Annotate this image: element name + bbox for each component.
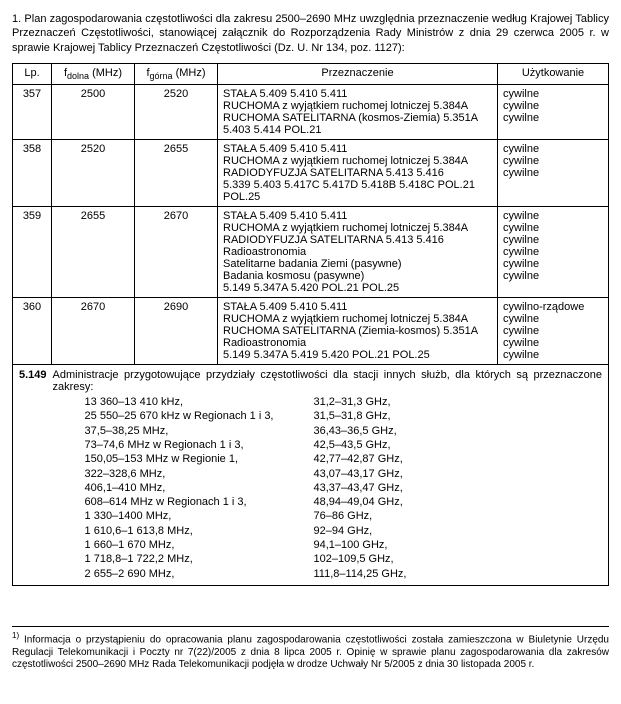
freq-item: 37,5–38,25 MHz, [85, 424, 274, 438]
footnote: 1) Informacja o przystąpieniu do opracow… [12, 626, 609, 672]
freq-item: 43,37–43,47 GHz, [314, 481, 407, 495]
freq-item: 13 360–13 410 kHz, [85, 395, 274, 409]
freq-item: 42,77–42,87 GHz, [314, 452, 407, 466]
freq-item: 111,8–114,25 GHz, [314, 567, 407, 581]
footnote-text: Informacja o przystąpieniu do opracowani… [12, 634, 609, 670]
f-unit: (MHz) [89, 67, 122, 79]
table-cell: STAŁA 5.409 5.410 5.411RUCHOMA z wyjątki… [218, 298, 498, 365]
table-header-row: Lp. fdolna (MHz) fgórna (MHz) Przeznacze… [13, 63, 609, 84]
freq-item: 1 330–1400 MHz, [85, 509, 274, 523]
header-uzytkowanie: Użytkowanie [498, 63, 609, 84]
freq-item: 25 550–25 670 kHz w Regionach 1 i 3, [85, 409, 274, 423]
freq-item: 150,05–153 MHz w Regionie 1, [85, 452, 274, 466]
header-fdolna: fdolna (MHz) [52, 63, 135, 84]
note-number: 5.149 [19, 369, 47, 581]
table-cell: cywilnecywilnecywilnecywilnecywilnecywil… [498, 207, 609, 298]
freq-item: 608–614 MHz w Regionach 1 i 3, [85, 495, 274, 509]
f-unit: (MHz) [173, 67, 206, 79]
note-lead-text: Administracje przygotowujące przydziały … [53, 369, 602, 393]
freq-item: 42,5–43,5 GHz, [314, 438, 407, 452]
table-cell: cywilnecywilnecywilne [498, 85, 609, 140]
table-cell: cywilnecywilnecywilne [498, 140, 609, 207]
freq-item: 31,2–31,3 GHz, [314, 395, 407, 409]
table-row: 35926552670STAŁA 5.409 5.410 5.411RUCHOM… [13, 207, 609, 298]
freq-item: 76–86 GHz, [314, 509, 407, 523]
table-cell: STAŁA 5.409 5.410 5.411RUCHOMA z wyjątki… [218, 140, 498, 207]
note-right-column: 31,2–31,3 GHz,31,5–31,8 GHz,36,43–36,5 G… [314, 395, 407, 581]
freq-item: 322–328,6 MHz, [85, 467, 274, 481]
f-sub: dolna [67, 71, 89, 81]
freq-item: 31,5–31,8 GHz, [314, 409, 407, 423]
freq-item: 1 610,6–1 613,8 MHz, [85, 524, 274, 538]
table-cell: cywilno-rządowecywilnecywilnecywilnecywi… [498, 298, 609, 365]
table-cell: 2520 [135, 85, 218, 140]
freq-item: 102–109,5 GHz, [314, 552, 407, 566]
table-cell: 357 [13, 85, 52, 140]
table-cell: STAŁA 5.409 5.410 5.411RUCHOMA z wyjątki… [218, 207, 498, 298]
header-przeznaczenie: Przeznaczenie [218, 63, 498, 84]
freq-item: 36,43–36,5 GHz, [314, 424, 407, 438]
footnote-marker: 1) [12, 631, 19, 640]
freq-item: 406,1–410 MHz, [85, 481, 274, 495]
table-cell: 2670 [52, 298, 135, 365]
freq-item: 2 655–2 690 MHz, [85, 567, 274, 581]
freq-item: 92–94 GHz, [314, 524, 407, 538]
freq-item: 1 718,8–1 722,2 MHz, [85, 552, 274, 566]
freq-item: 43,07–43,17 GHz, [314, 467, 407, 481]
table-cell: 2670 [135, 207, 218, 298]
header-fgorna: fgórna (MHz) [135, 63, 218, 84]
table-cell: 2520 [52, 140, 135, 207]
freq-item: 1 660–1 670 MHz, [85, 538, 274, 552]
table-cell: 2500 [52, 85, 135, 140]
note-left-column: 13 360–13 410 kHz,25 550–25 670 kHz w Re… [85, 395, 274, 581]
table-row: 35825202655STAŁA 5.409 5.410 5.411RUCHOM… [13, 140, 609, 207]
table-row: 36026702690STAŁA 5.409 5.410 5.411RUCHOM… [13, 298, 609, 365]
header-lp: Lp. [13, 63, 52, 84]
table-cell: STAŁA 5.409 5.410 5.411RUCHOMA z wyjątki… [218, 85, 498, 140]
frequency-table: Lp. fdolna (MHz) fgórna (MHz) Przeznacze… [12, 63, 609, 586]
freq-item: 73–74,6 MHz w Regionach 1 i 3, [85, 438, 274, 452]
freq-item: 48,94–49,04 GHz, [314, 495, 407, 509]
table-cell: 360 [13, 298, 52, 365]
table-row: 35725002520STAŁA 5.409 5.410 5.411RUCHOM… [13, 85, 609, 140]
table-cell: 2690 [135, 298, 218, 365]
table-cell: 2655 [135, 140, 218, 207]
freq-item: 94,1–100 GHz, [314, 538, 407, 552]
f-sub: górna [150, 71, 173, 81]
table-cell: 2655 [52, 207, 135, 298]
table-cell: 358 [13, 140, 52, 207]
note-row: 5.149 Administracje przygotowujące przyd… [13, 365, 609, 586]
intro-paragraph: 1. Plan zagospodarowania częstotliwości … [12, 12, 609, 55]
table-cell: 359 [13, 207, 52, 298]
